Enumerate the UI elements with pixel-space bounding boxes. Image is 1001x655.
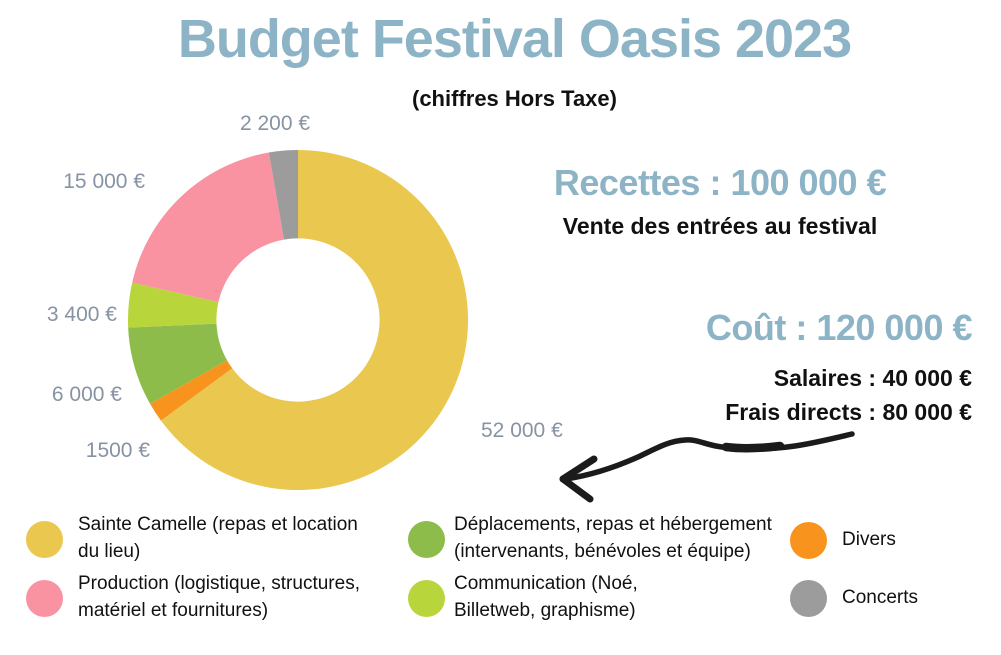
donut-segment [160,150,469,491]
legend-item-sainte-camelle: Sainte Camelle (repas et location du lie… [26,511,373,567]
slice-value-label-production: 15 000 € [63,170,145,193]
cost-salaries: Salaires : 40 000 € [773,365,972,391]
slice-value-label-concerts: 2 200 € [239,112,311,135]
slice-value-label-divers: 1500 € [85,439,150,462]
hand-drawn-arrow-icon [559,431,855,503]
legend-dot-lime-icon [408,579,445,617]
legend-item-divers: Divers [790,512,992,568]
legend-label: Divers [842,528,896,550]
cost-direct-expenses: Frais directs : 80 000 € [725,399,972,425]
donut-chart-svg [127,150,469,491]
donut-segment [150,360,233,421]
legend-item-deplacements: Déplacements, repas et hébergement (inte… [408,511,784,567]
legend-label: Déplacements, repas et hébergement (inte… [454,514,772,562]
legend-dot-orange-icon [790,521,827,559]
slice-value-label-sainte-camelle: 52 000 € [481,419,563,442]
legend-dot-pink-icon [26,579,63,617]
cost-heading: Coût : 120 000 € [705,307,973,348]
revenue-detail: Vente des entrées au festival [562,213,878,239]
legend-label: Production (logistique, structures, maté… [78,573,360,621]
slice-value-label-communication: 3 400 € [46,303,117,326]
legend-dot-yellow-icon [26,520,63,558]
legend-label: Concerts [842,586,919,608]
legend-item-production: Production (logistique, structures, maté… [26,570,373,626]
page-title: Budget Festival Oasis 2023 [177,9,852,69]
revenue-heading: Recettes : 100 000 € [553,162,887,203]
donut-segment [127,282,219,328]
donut-segment [132,152,284,303]
donut-segment [128,323,228,404]
slice-value-label-deplacements: 6 000 € [51,383,122,406]
legend-item-concerts: Concerts [790,570,992,626]
legend-dot-green-icon [408,520,445,558]
budget-donut-chart [127,150,469,491]
legend-label: Communication (Noé, Billetweb, graphisme… [454,573,638,621]
legend-item-communication: Communication (Noé, Billetweb, graphisme… [408,570,784,626]
legend-label: Sainte Camelle (repas et location du lie… [78,514,358,562]
legend-dot-gray-icon [790,579,827,617]
donut-segment [268,150,298,240]
page-subtitle: (chiffres Hors Taxe) [412,86,617,111]
